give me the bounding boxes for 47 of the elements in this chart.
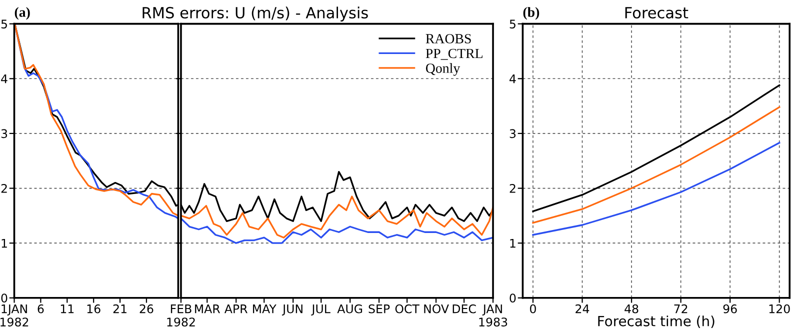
y-tick-label: 1 — [510, 238, 516, 248]
x-tick-label: OCT — [395, 304, 420, 314]
x-tick-label: JAN 1983 — [479, 304, 508, 327]
x-tick-label: NOV — [424, 304, 449, 314]
x-tick-label: 72 — [674, 304, 688, 314]
x-tick-label: AUG — [337, 304, 362, 314]
x-tick-label: 48 — [624, 304, 638, 314]
line-series — [532, 106, 780, 224]
x-tick-label: FEB 1982 — [167, 304, 195, 327]
text: (a) — [14, 7, 30, 20]
y-tick-label: 2 — [1, 184, 7, 193]
x-tick-label: JUN — [282, 304, 302, 316]
x-tick-label: 6 — [38, 304, 44, 314]
x-tick-label: 24 — [576, 304, 590, 314]
x-tick-label: SEP — [368, 304, 390, 314]
line-series — [532, 142, 780, 236]
x-tick-label: MAR — [195, 304, 220, 314]
legend-label: RAOBS — [426, 34, 471, 44]
legend-label: PP_CTRL — [426, 48, 482, 60]
x-tick-label: 0 — [530, 304, 536, 314]
chart-title: Forecast — [625, 7, 688, 18]
text: (b) — [523, 7, 540, 20]
x-tick-label: MAY — [253, 304, 276, 314]
y-tick-label: 3 — [1, 129, 8, 138]
x-tick-label: 21 — [113, 304, 126, 314]
y-tick-label: 0 — [510, 294, 516, 303]
x-axis-title: Forecast time (h) — [598, 316, 714, 328]
x-tick-label: 120 — [769, 304, 790, 314]
y-tick-label: 4 — [510, 74, 516, 84]
legend-label: Qonly — [426, 63, 460, 76]
line-series — [532, 84, 780, 212]
x-tick-label: 11 — [60, 304, 74, 314]
y-tick-label: 4 — [1, 74, 8, 84]
y-tick-label: 0 — [1, 294, 8, 303]
x-tick-label: 16 — [87, 304, 100, 314]
x-tick-label: 26 — [140, 304, 154, 314]
chart-title: RMS errors: U (m/s) - Analysis — [142, 6, 368, 22]
x-tick-label: JUL — [311, 304, 330, 316]
x-tick-label: 1JAN 1982 — [0, 304, 28, 327]
y-tick-label: 5 — [1, 20, 7, 28]
y-tick-label: 2 — [510, 184, 516, 193]
x-tick-label: APR — [224, 304, 248, 314]
x-tick-label: DEC — [452, 304, 476, 314]
y-tick-label: 5 — [510, 20, 516, 28]
y-tick-label: 1 — [2, 238, 7, 248]
y-tick-label: 3 — [510, 129, 516, 138]
x-tick-label: 96 — [723, 304, 737, 314]
